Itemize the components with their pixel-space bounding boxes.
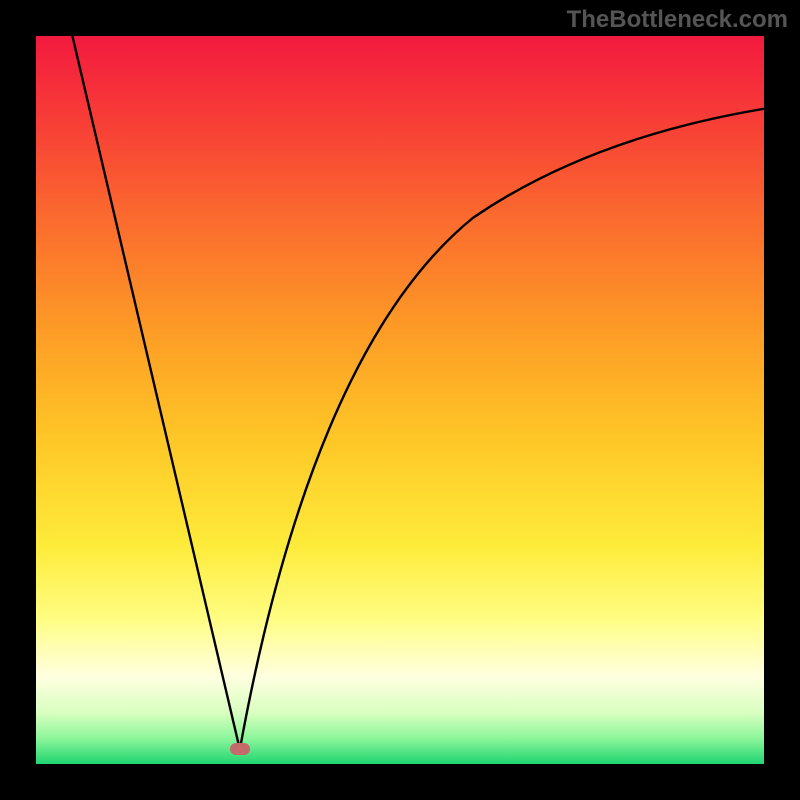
curve-svg	[36, 36, 764, 764]
bottleneck-curve	[72, 36, 764, 749]
watermark-text: TheBottleneck.com	[567, 6, 788, 34]
minimum-marker	[230, 743, 250, 755]
chart-root: TheBottleneck.com	[0, 0, 800, 800]
plot-area	[36, 36, 764, 764]
